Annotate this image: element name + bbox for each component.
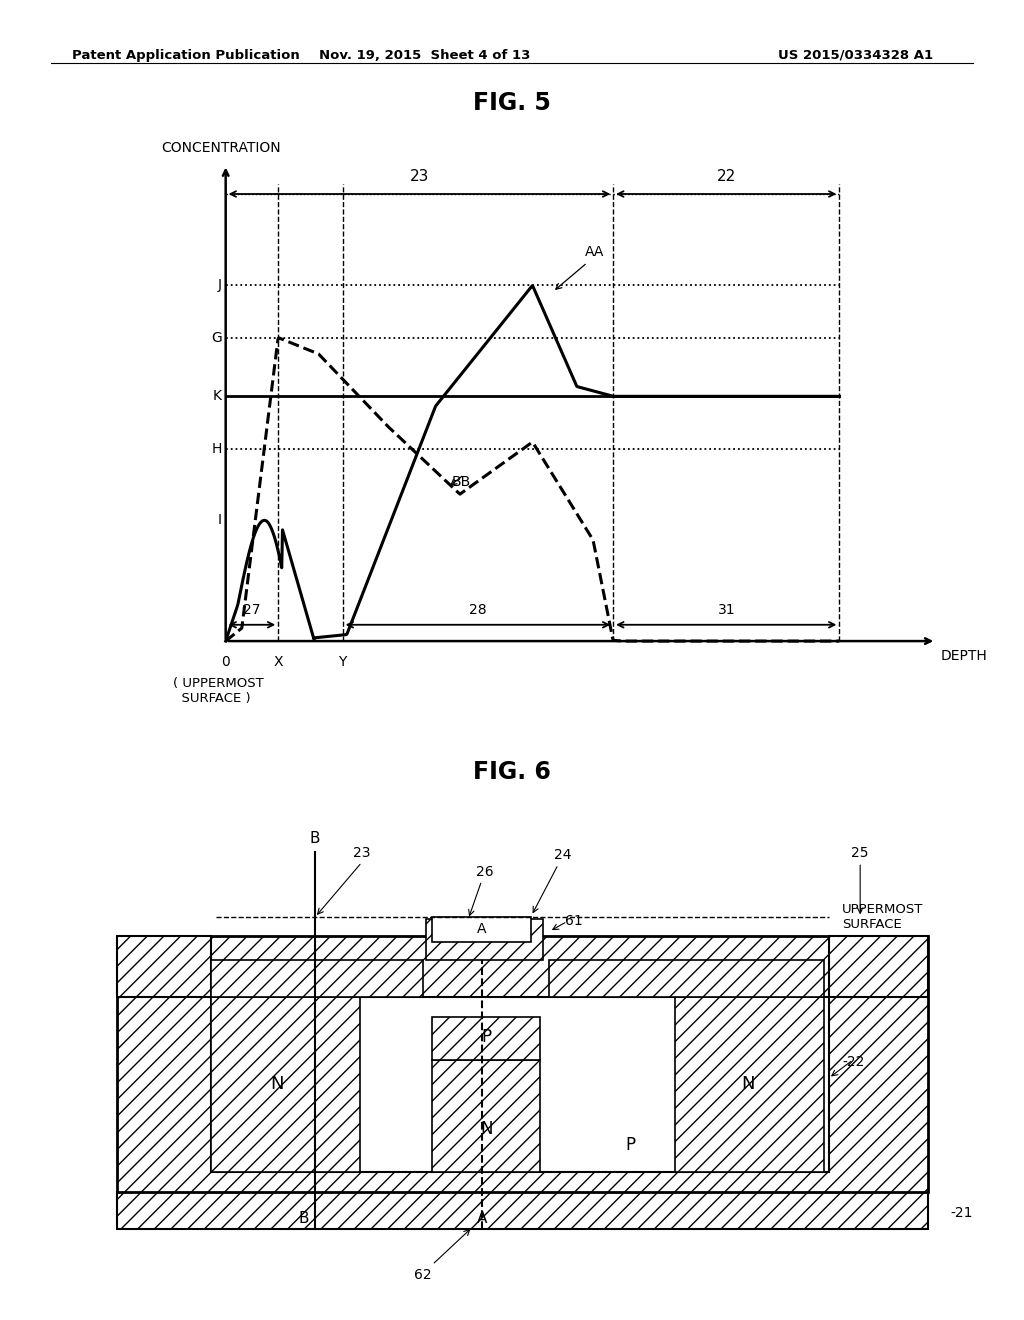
Text: 24: 24 <box>554 849 571 862</box>
Bar <box>549 960 824 997</box>
Text: ( UPPERMOST
  SURFACE ): ( UPPERMOST SURFACE ) <box>173 677 264 705</box>
Text: CONCENTRATION: CONCENTRATION <box>161 141 281 154</box>
Bar <box>426 919 543 960</box>
Bar <box>211 997 828 1172</box>
Text: N: N <box>270 1076 284 1093</box>
Text: A: A <box>477 923 486 936</box>
Text: Patent Application Publication: Patent Application Publication <box>72 49 299 62</box>
Bar <box>828 936 928 997</box>
Text: 22: 22 <box>717 169 736 185</box>
Text: DEPTH: DEPTH <box>940 649 987 663</box>
Text: N: N <box>480 1121 493 1138</box>
Text: P: P <box>626 1137 636 1155</box>
Text: J: J <box>218 279 221 292</box>
Text: FIG. 6: FIG. 6 <box>473 760 551 784</box>
Bar <box>117 936 211 997</box>
Text: K: K <box>213 389 221 404</box>
Text: 27: 27 <box>243 603 261 616</box>
Bar <box>117 936 928 1192</box>
Text: BB: BB <box>452 475 471 488</box>
Text: X: X <box>273 656 283 669</box>
Text: FIG. 5: FIG. 5 <box>473 91 551 115</box>
Text: H: H <box>211 442 221 455</box>
Text: I: I <box>218 513 221 527</box>
Text: 23: 23 <box>410 169 429 185</box>
Bar <box>211 997 360 1172</box>
Bar <box>432 1018 541 1060</box>
Text: 23: 23 <box>353 846 371 861</box>
Text: US 2015/0334328 A1: US 2015/0334328 A1 <box>778 49 933 62</box>
Text: 0: 0 <box>221 656 230 669</box>
Text: N: N <box>740 1076 755 1093</box>
Text: 61: 61 <box>565 915 584 928</box>
Text: Nov. 19, 2015  Sheet 4 of 13: Nov. 19, 2015 Sheet 4 of 13 <box>319 49 530 62</box>
Text: -22: -22 <box>842 1055 864 1069</box>
Bar <box>117 1192 928 1229</box>
Text: B: B <box>309 832 321 846</box>
Bar <box>676 997 824 1172</box>
Bar <box>211 960 423 997</box>
Text: AA: AA <box>585 246 604 259</box>
Text: 28: 28 <box>469 603 486 616</box>
Text: P: P <box>481 1028 492 1047</box>
Bar <box>432 1060 541 1172</box>
Text: UPPERMOST
SURFACE: UPPERMOST SURFACE <box>842 903 924 931</box>
Text: -21: -21 <box>950 1205 973 1220</box>
Text: G: G <box>211 330 221 345</box>
Text: 25: 25 <box>851 846 869 861</box>
Text: A: A <box>476 1210 486 1226</box>
Text: Y: Y <box>339 656 347 669</box>
Bar <box>211 997 828 1172</box>
Text: 26: 26 <box>475 865 494 879</box>
Text: B: B <box>299 1210 309 1226</box>
Text: 62: 62 <box>415 1267 432 1282</box>
Bar <box>432 917 531 941</box>
Text: 31: 31 <box>718 603 735 616</box>
